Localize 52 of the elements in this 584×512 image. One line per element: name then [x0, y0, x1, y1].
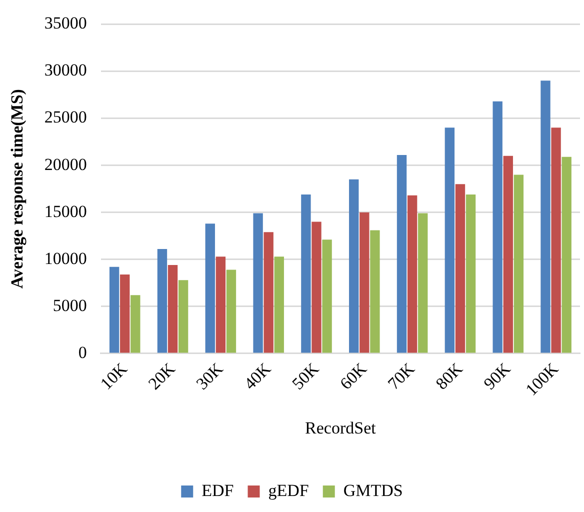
y-tick-label: 35000 [44, 14, 87, 33]
bar [312, 222, 322, 353]
x-tick-label: 50K [288, 358, 323, 394]
bar [444, 128, 455, 353]
bar [301, 194, 311, 353]
legend-label: gEDF [268, 480, 309, 500]
bar [253, 213, 263, 353]
legend-label: EDF [202, 480, 234, 500]
bar [120, 274, 130, 353]
x-tick-label: 90K [480, 358, 515, 394]
x-tick-label: 40K [240, 358, 276, 394]
y-tick-label: 20000 [44, 154, 87, 174]
bar [178, 280, 188, 353]
y-axis-title: Average response time(MS) [8, 89, 27, 289]
bar [455, 184, 466, 353]
bar [274, 256, 284, 353]
bar [157, 249, 168, 353]
x-tick-label: 80K [432, 358, 467, 394]
bar [109, 266, 120, 353]
bar [216, 256, 226, 353]
bar [492, 101, 502, 353]
x-tick-label: 70K [384, 358, 419, 394]
bar [503, 156, 513, 353]
bar [130, 295, 140, 353]
bar [168, 265, 178, 353]
bar [370, 230, 380, 353]
bar [396, 154, 407, 353]
x-tick-label: 10K [96, 358, 132, 394]
bar [205, 224, 215, 353]
legend-label: GMTDS [343, 480, 403, 500]
y-tick-label: 0 [78, 342, 87, 362]
bar [466, 194, 476, 353]
x-tick-label: 60K [336, 358, 371, 394]
bar [407, 195, 418, 353]
bar [562, 156, 572, 353]
x-tick-label: 30K [192, 358, 228, 394]
y-tick-label: 15000 [44, 202, 87, 221]
bar [226, 270, 236, 353]
bar [540, 80, 550, 353]
x-axis-title: RecordSet [305, 418, 376, 438]
bar [264, 232, 274, 353]
y-tick-label: 25000 [44, 108, 87, 127]
y-tick-label: 10000 [44, 248, 87, 268]
bar [418, 213, 428, 353]
bar [514, 174, 524, 353]
bar [551, 128, 561, 353]
y-tick-label: 30000 [44, 60, 87, 80]
bar [322, 240, 332, 353]
y-tick-label: 5000 [52, 296, 87, 315]
bar [360, 212, 370, 353]
bar [349, 179, 359, 353]
x-tick-label: 20K [144, 358, 180, 394]
